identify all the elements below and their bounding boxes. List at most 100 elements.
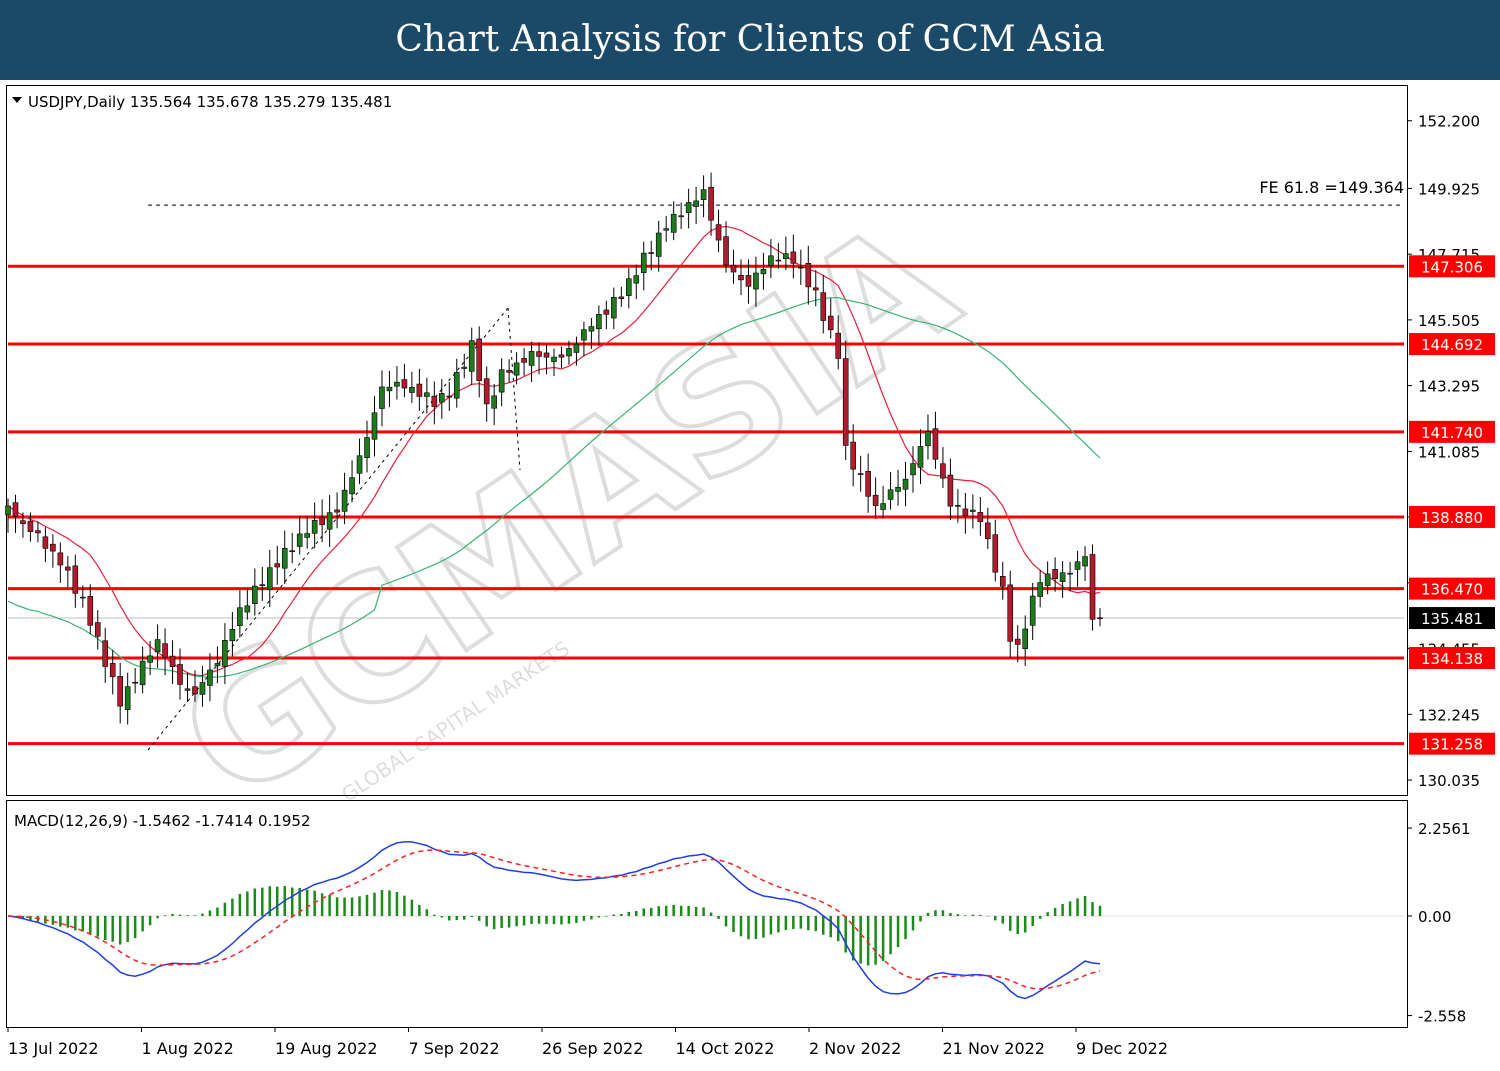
candle-body[interactable] [319,516,325,526]
candle-body[interactable] [842,358,849,446]
candle-body[interactable] [1074,561,1081,570]
candle-body[interactable] [887,489,894,500]
candle-body[interactable] [693,200,699,207]
candle-body[interactable] [79,596,86,599]
candle-body[interactable] [640,252,647,273]
candle-body[interactable] [648,252,655,254]
candle-body[interactable] [468,340,475,372]
candle-body[interactable] [162,643,168,658]
candle-body[interactable] [1007,584,1014,642]
candle-body[interactable] [768,255,774,266]
candle-body[interactable] [483,378,490,405]
candle-body[interactable] [252,585,258,604]
candle-body[interactable] [334,509,340,513]
candle-body[interactable] [536,351,542,357]
candle-body[interactable] [999,576,1006,587]
candle-body[interactable] [102,640,109,667]
candle-body[interactable] [670,213,677,233]
candle-body[interactable] [872,494,879,506]
candle-body[interactable] [1067,572,1073,575]
candle-body[interactable] [566,348,572,357]
candle-body[interactable] [274,563,281,568]
candle-body[interactable] [663,228,669,231]
candle-body[interactable] [835,332,842,359]
candle-body[interactable] [1082,556,1088,567]
candle-body[interactable] [947,474,954,507]
candle-body[interactable] [1052,569,1058,580]
candle-body[interactable] [760,269,767,275]
candle-body[interactable] [857,473,864,475]
candle-body[interactable] [386,386,393,392]
macd-signal-line[interactable] [7,849,1101,990]
candle-body[interactable] [865,471,871,497]
candle-body[interactable] [12,502,19,517]
candle-body[interactable] [955,505,961,507]
candle-body[interactable] [379,386,385,409]
candle-body[interactable] [461,366,468,369]
candle-body[interactable] [700,189,707,200]
candle-body[interactable] [611,297,617,319]
candle-body[interactable] [1014,638,1021,645]
candle-body[interactable] [289,550,296,553]
candle-body[interactable] [154,639,161,653]
candle-body[interactable] [349,477,355,495]
slow-ma-line[interactable] [7,296,1101,678]
candle-body[interactable] [214,663,221,666]
candle-body[interactable] [109,663,116,677]
candle-body[interactable] [685,202,692,213]
candle-body[interactable] [655,232,662,257]
candle-body[interactable] [902,478,909,490]
candle-body[interactable] [20,520,26,525]
candle-body[interactable] [50,543,56,552]
candle-body[interactable] [341,489,348,512]
candle-body[interactable] [394,381,400,387]
candle-body[interactable] [940,463,946,479]
candle-body[interactable] [184,688,191,691]
candle-body[interactable] [266,567,273,590]
candle-body[interactable] [992,534,999,573]
candle-body[interactable] [326,512,333,530]
candle-body[interactable] [970,509,976,512]
candle-body[interactable] [588,326,595,332]
candle-body[interactable] [678,215,684,218]
candle-body[interactable] [124,686,131,710]
candle-body[interactable] [304,533,310,538]
candle-body[interactable] [790,251,797,264]
candle-body[interactable] [753,272,759,290]
candle-body[interactable] [558,354,565,358]
candle-body[interactable] [775,259,782,262]
candle-body[interactable] [94,622,101,637]
candle-body[interactable] [618,296,625,299]
candle-body[interactable] [581,329,587,341]
candle-body[interactable] [528,351,535,366]
candle-body[interactable] [424,392,430,397]
candle-body[interactable] [139,660,146,686]
candle-body[interactable] [311,520,318,534]
candle-body[interactable] [371,412,378,440]
candle-body[interactable] [42,536,49,549]
candle-body[interactable] [1044,573,1051,586]
candle-body[interactable] [401,379,408,389]
candle-body[interactable] [798,266,804,269]
candle-body[interactable] [895,486,901,492]
candle-body[interactable] [850,441,856,470]
candle-body[interactable] [72,565,79,594]
candle-body[interactable] [237,607,243,626]
candle-body[interactable] [229,628,236,642]
candle-body[interactable] [207,669,213,686]
candle-body[interactable] [259,584,266,586]
candle-body[interactable] [491,395,497,409]
candle-body[interactable] [57,552,64,566]
candle-body[interactable] [708,186,714,221]
candle-body[interactable] [281,548,288,569]
trend-line[interactable] [507,307,521,471]
candle-body[interactable] [431,395,438,407]
candle-body[interactable] [222,640,228,667]
candle-body[interactable] [633,275,640,284]
candle-body[interactable] [1089,554,1096,620]
candle-body[interactable] [296,533,303,547]
candle-body[interactable] [65,566,71,571]
symbol-dropdown-icon[interactable] [12,97,22,103]
candle-body[interactable] [910,463,916,476]
candle-body[interactable] [1022,628,1029,650]
